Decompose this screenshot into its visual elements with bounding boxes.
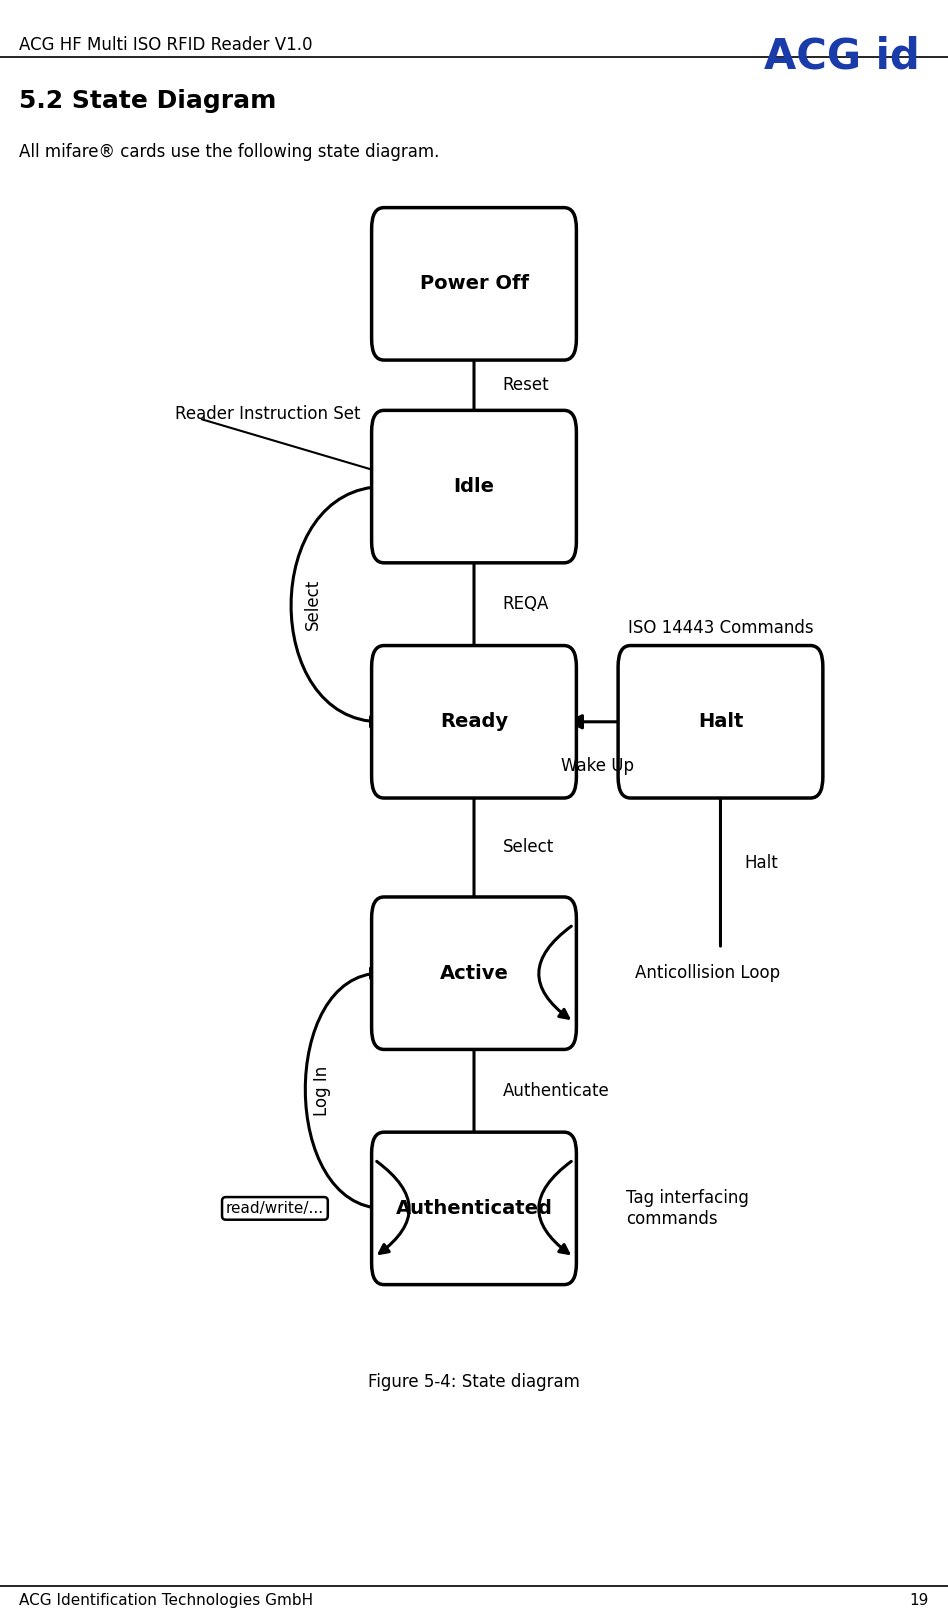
Text: Authenticate: Authenticate [502, 1082, 610, 1100]
Text: Reader Instruction Set: Reader Instruction Set [175, 404, 361, 423]
FancyBboxPatch shape [372, 646, 576, 798]
Text: REQA: REQA [502, 595, 549, 613]
Text: ACG Identification Technologies GmbH: ACG Identification Technologies GmbH [19, 1593, 313, 1607]
Text: All mifare® cards use the following state diagram.: All mifare® cards use the following stat… [19, 143, 439, 161]
Text: Idle: Idle [453, 477, 495, 496]
Text: Log In: Log In [314, 1066, 331, 1116]
Text: Ready: Ready [440, 712, 508, 732]
Text: Active: Active [440, 963, 508, 983]
FancyBboxPatch shape [372, 208, 576, 360]
Text: Wake Up: Wake Up [560, 757, 634, 775]
Text: Reset: Reset [502, 376, 549, 394]
Text: Tag interfacing
commands: Tag interfacing commands [626, 1189, 749, 1228]
Text: ISO 14443 Commands: ISO 14443 Commands [628, 620, 813, 637]
Text: ACG HF Multi ISO RFID Reader V1.0: ACG HF Multi ISO RFID Reader V1.0 [19, 36, 313, 54]
FancyBboxPatch shape [372, 897, 576, 1049]
Text: 5.2 State Diagram: 5.2 State Diagram [19, 89, 276, 114]
Text: Power Off: Power Off [420, 274, 528, 294]
Text: read/write/...: read/write/... [226, 1200, 324, 1216]
Text: Select: Select [502, 839, 554, 856]
FancyBboxPatch shape [618, 646, 823, 798]
Text: Figure 5-4: State diagram: Figure 5-4: State diagram [368, 1372, 580, 1392]
Text: Anticollision Loop: Anticollision Loop [635, 963, 780, 983]
Text: Halt: Halt [698, 712, 743, 732]
FancyArrowPatch shape [305, 968, 384, 1208]
Text: ACG id: ACG id [764, 36, 920, 78]
Text: 19: 19 [910, 1593, 929, 1607]
Text: Authenticated: Authenticated [395, 1199, 553, 1218]
FancyArrowPatch shape [291, 487, 384, 727]
FancyBboxPatch shape [372, 410, 576, 563]
FancyBboxPatch shape [372, 1132, 576, 1285]
Text: Halt: Halt [744, 853, 778, 873]
Text: Select: Select [304, 579, 321, 629]
